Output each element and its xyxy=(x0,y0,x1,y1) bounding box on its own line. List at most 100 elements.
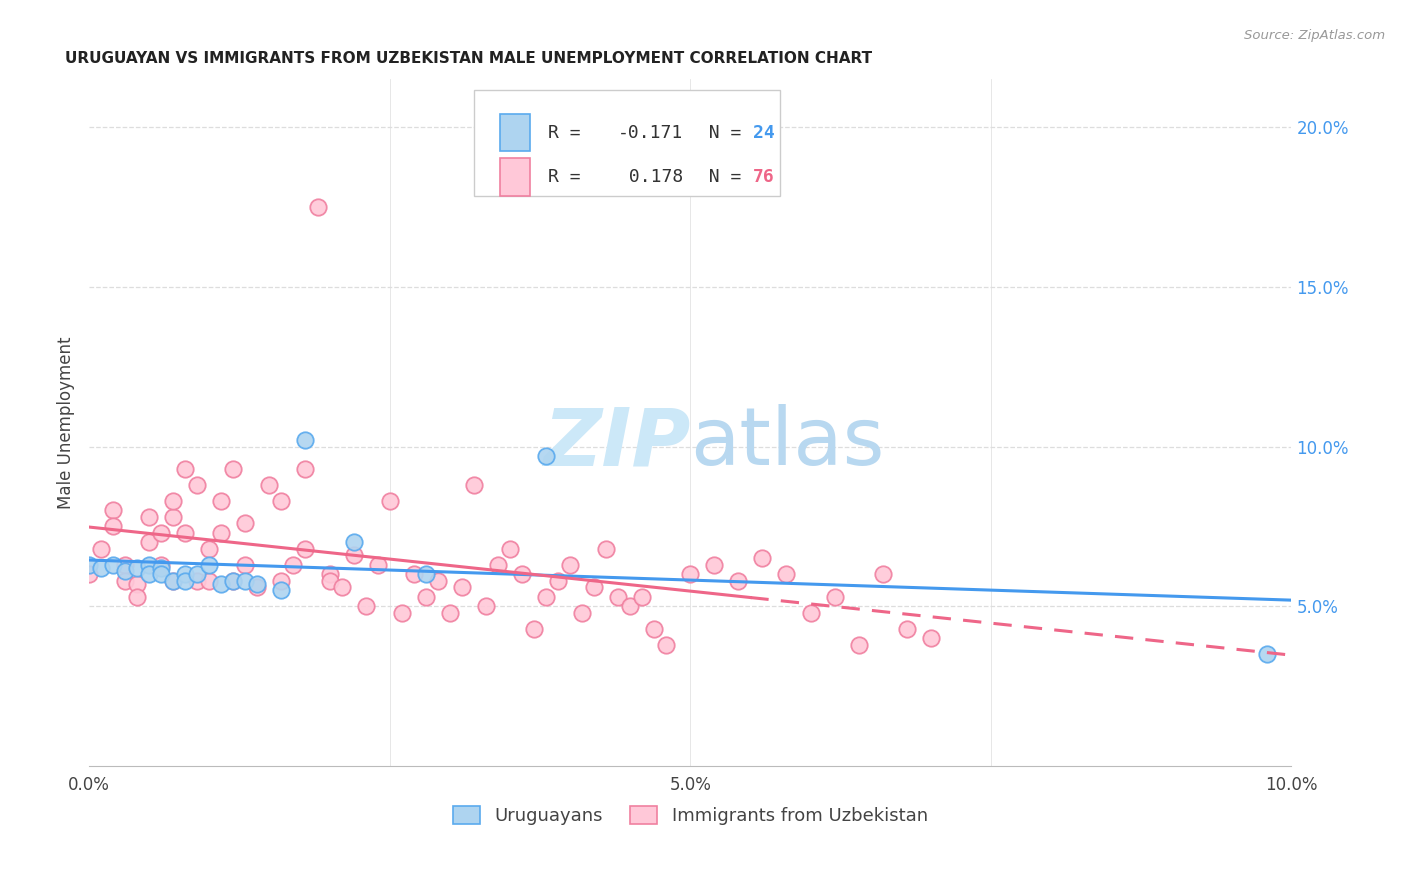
Point xyxy=(294,462,316,476)
Text: Source: ZipAtlas.com: Source: ZipAtlas.com xyxy=(1244,29,1385,42)
Text: 0.178: 0.178 xyxy=(619,169,683,186)
Point xyxy=(150,558,173,572)
Point xyxy=(294,433,316,447)
Point xyxy=(101,519,124,533)
Point xyxy=(486,558,509,572)
Point xyxy=(209,577,232,591)
Point xyxy=(114,564,136,578)
Point xyxy=(270,574,292,588)
Point xyxy=(547,574,569,588)
Point xyxy=(415,567,437,582)
Point xyxy=(270,493,292,508)
Point xyxy=(402,567,425,582)
Legend: Uruguayans, Immigrants from Uzbekistan: Uruguayans, Immigrants from Uzbekistan xyxy=(446,799,935,832)
Point xyxy=(607,590,630,604)
Text: -0.171: -0.171 xyxy=(619,124,683,142)
Point xyxy=(138,567,160,582)
Point xyxy=(534,590,557,604)
Point xyxy=(246,577,269,591)
Text: ZIP: ZIP xyxy=(543,404,690,483)
Point xyxy=(595,541,617,556)
Point xyxy=(499,541,522,556)
Point xyxy=(367,558,389,572)
Point xyxy=(318,567,340,582)
Point xyxy=(583,580,606,594)
Point xyxy=(896,622,918,636)
Point xyxy=(426,574,449,588)
Point xyxy=(619,599,641,614)
Point xyxy=(222,574,245,588)
Point xyxy=(114,574,136,588)
Point xyxy=(571,606,593,620)
Point xyxy=(799,606,821,620)
Point xyxy=(222,574,245,588)
Point xyxy=(186,478,208,492)
Point xyxy=(475,599,498,614)
Point xyxy=(439,606,461,620)
Point xyxy=(391,606,413,620)
Point xyxy=(463,478,485,492)
Point xyxy=(90,561,112,575)
Point xyxy=(534,449,557,463)
Point xyxy=(209,525,232,540)
Point xyxy=(283,558,305,572)
Point xyxy=(77,567,100,582)
Text: R =: R = xyxy=(548,169,592,186)
Point xyxy=(655,638,678,652)
Point xyxy=(235,574,257,588)
Text: 24: 24 xyxy=(752,124,775,142)
Point xyxy=(186,574,208,588)
Point xyxy=(643,622,665,636)
Text: R =: R = xyxy=(548,124,592,142)
Point xyxy=(209,493,232,508)
Point xyxy=(101,558,124,572)
Point xyxy=(703,558,725,572)
Point xyxy=(235,558,257,572)
Point xyxy=(198,558,221,572)
Point xyxy=(727,574,749,588)
Point xyxy=(101,503,124,517)
Point xyxy=(450,580,472,594)
Point xyxy=(1256,647,1278,661)
Point xyxy=(354,599,377,614)
Point xyxy=(138,535,160,549)
Point xyxy=(775,567,797,582)
Point xyxy=(415,590,437,604)
FancyBboxPatch shape xyxy=(474,89,780,196)
Point xyxy=(824,590,846,604)
Point xyxy=(162,509,184,524)
Point xyxy=(138,509,160,524)
Point xyxy=(77,558,100,572)
Point xyxy=(186,567,208,582)
Point xyxy=(342,535,364,549)
Point xyxy=(114,558,136,572)
Point xyxy=(330,580,353,594)
Point xyxy=(90,541,112,556)
Point xyxy=(174,567,197,582)
Point xyxy=(174,462,197,476)
Point xyxy=(259,478,281,492)
Point xyxy=(294,541,316,556)
Point xyxy=(150,567,173,582)
Text: N =: N = xyxy=(686,124,752,142)
Point xyxy=(872,567,894,582)
FancyBboxPatch shape xyxy=(501,113,530,152)
Point xyxy=(198,541,221,556)
Point xyxy=(222,462,245,476)
Text: 76: 76 xyxy=(752,169,775,186)
Point xyxy=(342,548,364,562)
Point xyxy=(174,574,197,588)
Point xyxy=(679,567,702,582)
Point xyxy=(127,561,149,575)
Point xyxy=(378,493,401,508)
Point xyxy=(138,558,160,572)
Point xyxy=(150,525,173,540)
Text: URUGUAYAN VS IMMIGRANTS FROM UZBEKISTAN MALE UNEMPLOYMENT CORRELATION CHART: URUGUAYAN VS IMMIGRANTS FROM UZBEKISTAN … xyxy=(65,51,872,66)
Point xyxy=(162,574,184,588)
Point xyxy=(162,493,184,508)
Point xyxy=(523,622,546,636)
Point xyxy=(751,551,773,566)
Point xyxy=(848,638,870,652)
Point xyxy=(510,567,533,582)
Point xyxy=(150,561,173,575)
